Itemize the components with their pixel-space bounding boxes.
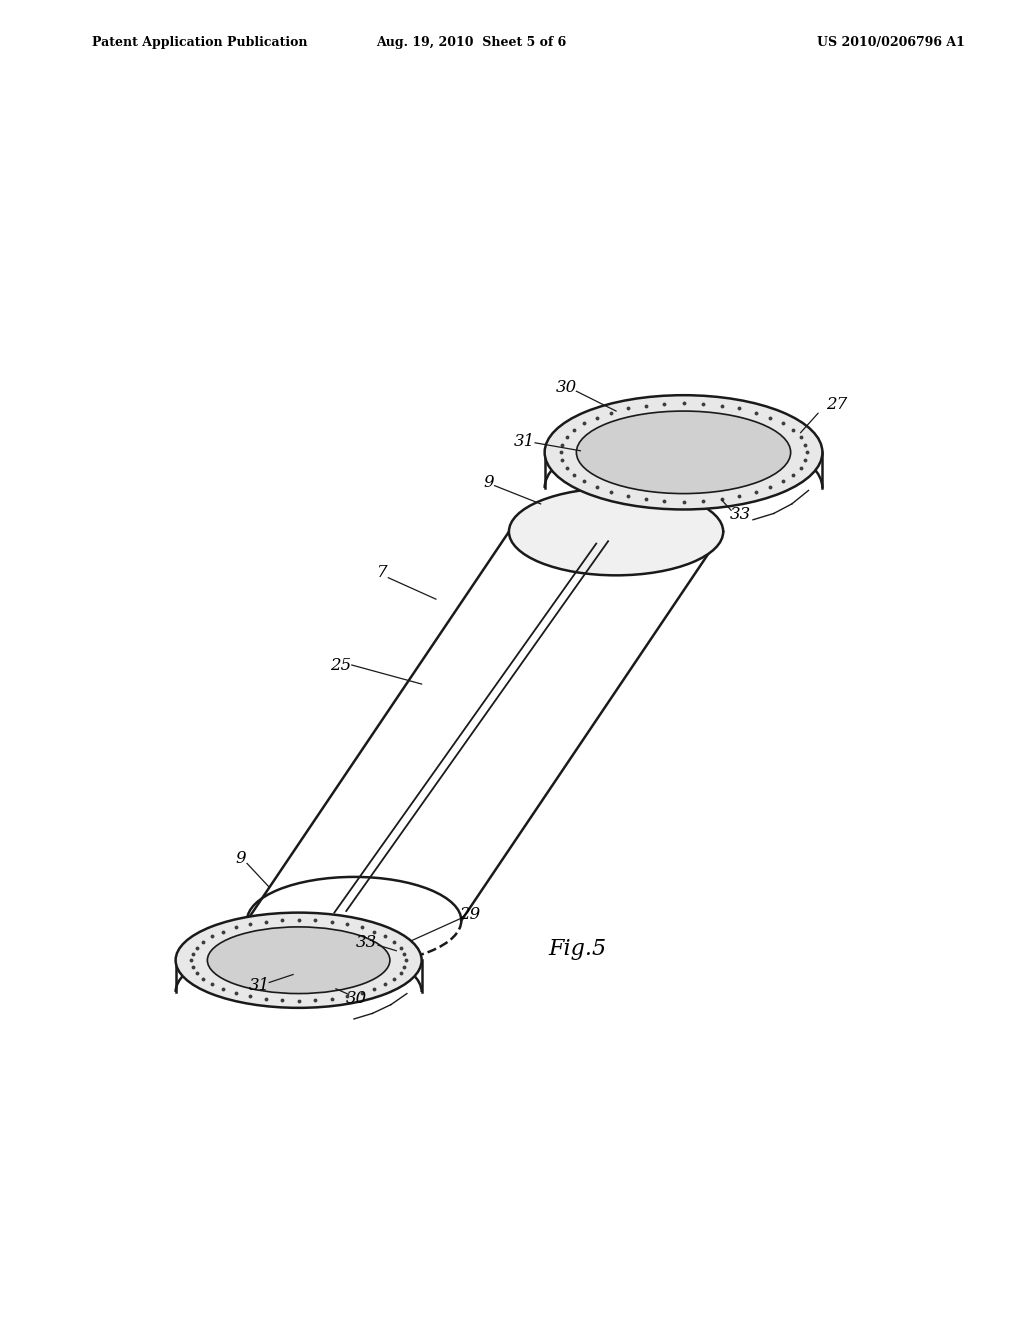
Ellipse shape [176, 912, 422, 1008]
Text: 25: 25 [330, 656, 351, 673]
Ellipse shape [545, 395, 822, 510]
Text: Aug. 19, 2010  Sheet 5 of 6: Aug. 19, 2010 Sheet 5 of 6 [376, 36, 566, 49]
Text: Fig.5: Fig.5 [549, 939, 607, 960]
Text: 30: 30 [555, 379, 577, 396]
Text: US 2010/0206796 A1: US 2010/0206796 A1 [817, 36, 965, 49]
Text: 29: 29 [459, 906, 480, 923]
Text: Patent Application Publication: Patent Application Publication [92, 36, 307, 49]
Text: 9: 9 [236, 850, 246, 867]
Ellipse shape [509, 488, 723, 576]
Text: 9: 9 [483, 474, 495, 491]
Text: 27: 27 [826, 396, 848, 413]
Text: 7: 7 [377, 565, 387, 581]
Text: 30: 30 [346, 990, 368, 1007]
Text: 33: 33 [730, 506, 752, 523]
Text: 31: 31 [248, 977, 269, 994]
Text: 33: 33 [355, 935, 377, 952]
Ellipse shape [207, 927, 390, 994]
Text: 31: 31 [514, 433, 536, 450]
Ellipse shape [577, 411, 791, 494]
